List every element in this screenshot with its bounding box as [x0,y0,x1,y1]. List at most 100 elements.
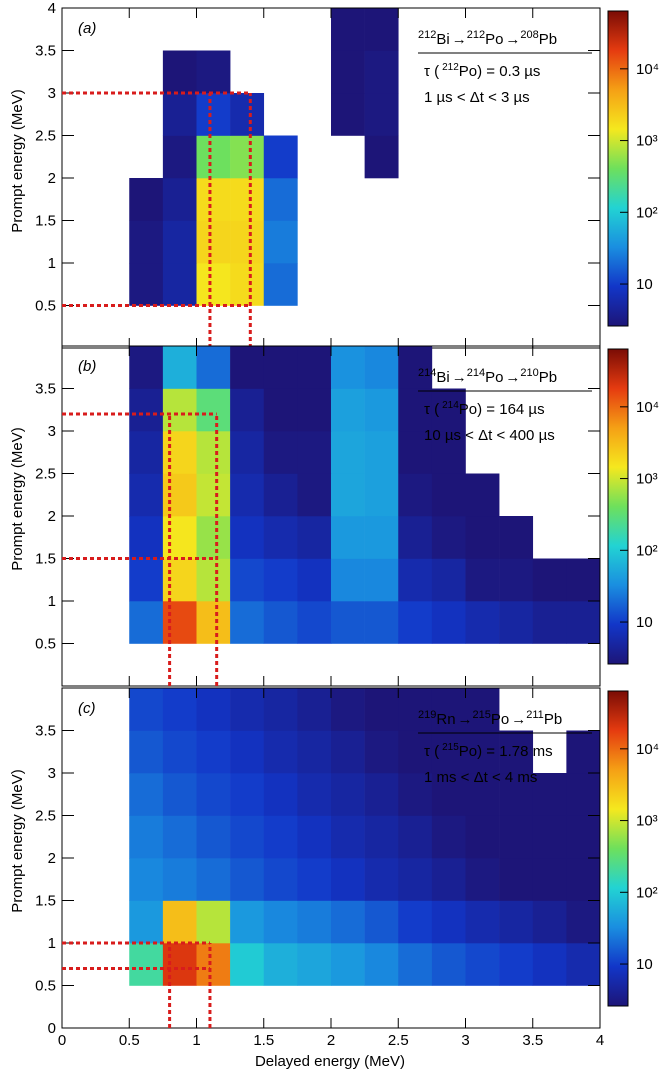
arrow: → [505,31,520,48]
arrow: → [452,369,467,386]
heat-cell [297,900,332,944]
heat-cell [398,688,433,731]
heat-cell [499,773,534,816]
y-tick-label: 2 [48,850,56,867]
heat-cell [364,50,399,94]
y-tick-label: 0 [48,1020,56,1037]
heat-cell [196,601,231,644]
mass-number: 211 [526,709,544,721]
panel-label: (c) [78,700,96,717]
mass-number: 214 [467,367,485,379]
decay-chain: 212Bi →212Po →208Pb [418,29,557,48]
heat-cell [230,730,265,774]
mass-number: 215 [442,742,459,753]
element: Rn [436,711,455,728]
y-tick-label: 2.5 [35,808,56,825]
heat-cell [129,220,164,264]
heat-cell [263,135,298,179]
heat-cell [162,900,197,944]
heat-cell [398,431,433,474]
heat-cell [465,815,500,859]
heat-cell [532,858,567,901]
heat-cell [297,943,332,986]
lifetime-suffix: ) = 164 µs [477,401,544,418]
heat-cell [465,773,500,816]
heat-cell [196,558,231,602]
heat-cell [331,346,365,389]
heat-cell [331,473,365,517]
y-tick-label: 2 [48,508,56,525]
heat-cell [297,688,332,731]
heat-cell [532,900,567,944]
heat-cell [230,558,265,602]
heat-cell [297,431,332,474]
element: Pb [539,369,557,386]
lifetime-prefix: τ ( [424,63,439,80]
element: Po [459,401,477,418]
mass-number: 214 [442,400,459,411]
y-axis-label: Prompt energy (MeV) [9,427,26,570]
mass-number: 208 [520,29,538,41]
heat-cell [364,473,399,517]
heat-cell [431,388,466,432]
heat-cell [230,93,265,136]
heat-cell [465,601,500,644]
heat-cell [263,516,298,559]
heat-cell [499,516,534,559]
heat-cell [431,900,466,944]
element: Po [485,31,503,48]
heat-cell [331,773,365,816]
heat-cell [465,900,500,944]
mass-number: 215 [473,709,491,721]
heat-cell [196,263,231,306]
y-tick-label: 2 [48,170,56,187]
heat-cell [196,900,231,944]
heat-cell [398,815,433,859]
x-tick-label: 2.5 [388,1032,409,1049]
heat-cell [297,558,332,602]
heat-cell [431,815,466,859]
element: Po [485,369,503,386]
heat-cell [230,178,265,221]
heat-cell [196,858,231,901]
mass-number: 212 [418,29,436,41]
heat-cell [398,388,433,432]
heat-cell [431,473,466,517]
heat-cell [331,8,365,51]
heat-cell [196,388,231,432]
heat-cell [263,220,298,264]
y-tick-label: 1.5 [35,551,56,568]
x-tick-label: 0.5 [119,1032,140,1049]
heat-cell [230,473,265,517]
heat-cell [364,815,399,859]
heat-cell [230,263,265,306]
heat-cell [465,558,500,602]
heat-cell [364,93,399,136]
x-tick-label: 4 [596,1032,604,1049]
heat-cell [465,516,500,559]
heat-cell [465,688,500,731]
heat-cell [499,558,534,602]
heat-cell [431,688,466,731]
element: Pb [539,31,557,48]
heat-cell [230,135,265,179]
element: Po [459,743,477,760]
heat-cell [263,473,298,517]
heat-cell [263,263,298,306]
heat-cell [129,688,164,731]
colorbar-tick-label: 10⁴ [636,741,659,758]
heat-cell [398,558,433,602]
heat-cell [162,815,197,859]
heat-cell [196,773,231,816]
heat-cell [230,943,265,986]
heat-cell [465,943,500,986]
heat-cell [532,815,567,859]
heat-cell [230,388,265,432]
heat-cell [230,431,265,474]
heat-cell [532,601,567,644]
heat-cell [162,558,197,602]
heat-cell [364,730,399,774]
colorbar [607,690,629,1007]
heat-cell [364,688,399,731]
